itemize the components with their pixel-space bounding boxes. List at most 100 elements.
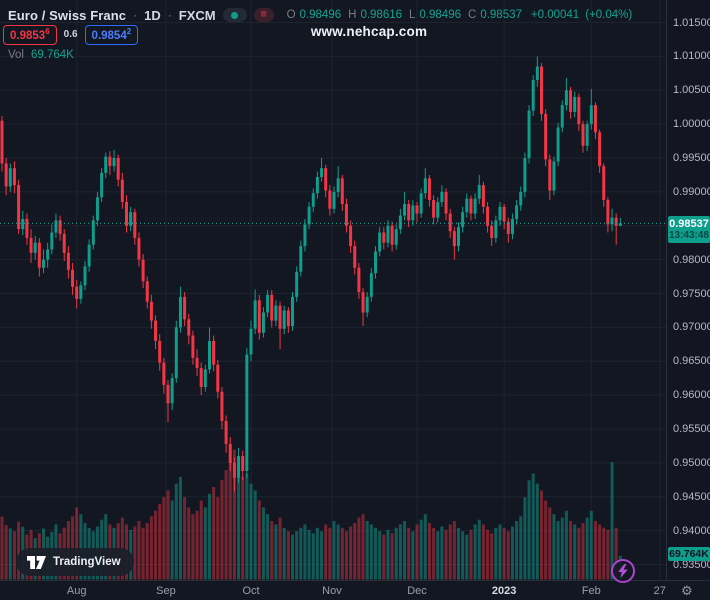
time-tick-label: Nov — [322, 585, 342, 597]
candle — [79, 281, 83, 304]
volume-bar — [0, 516, 4, 580]
candle — [37, 237, 41, 277]
candle — [228, 437, 232, 472]
volume-bar — [286, 531, 290, 580]
volume-bar — [278, 517, 282, 580]
current-price-value: 0.98537 — [669, 218, 709, 231]
volume-bar — [486, 529, 490, 580]
candle — [187, 313, 191, 345]
candle — [212, 335, 216, 372]
volume-bar — [427, 523, 431, 580]
candle — [382, 227, 386, 250]
volume-bar — [307, 529, 311, 580]
candle — [158, 334, 162, 371]
time-tick-label: Aug — [66, 585, 87, 597]
candle — [95, 191, 99, 226]
candle — [386, 220, 390, 248]
volume-bar — [328, 527, 332, 580]
time-tick-label: Feb — [581, 585, 601, 597]
candle — [295, 266, 299, 302]
volume-bar — [353, 523, 357, 580]
volume-bar — [502, 527, 506, 580]
volume-bar — [585, 517, 589, 580]
candle — [195, 349, 199, 377]
candle — [610, 208, 614, 232]
volume-bar — [598, 524, 602, 580]
candle — [515, 200, 519, 225]
boost-lightning-button[interactable] — [611, 559, 635, 583]
volume-bar — [473, 524, 477, 580]
exchange-label[interactable]: FXCM — [178, 7, 216, 23]
volume-legend[interactable]: Vol 69.764K — [8, 49, 74, 61]
watermark-link[interactable]: www.nehcap.com — [310, 24, 428, 39]
symbol-title[interactable]: Euro / Swiss Franc — [8, 7, 127, 23]
candle — [58, 215, 62, 241]
lightning-bolt-icon — [618, 564, 628, 578]
bid-price-button[interactable]: 0.98536 — [3, 25, 57, 45]
candle — [71, 263, 75, 295]
price-tick-label: 0.99000 — [673, 185, 710, 198]
current-price-badge: 0.98537 13:43:48 — [668, 216, 710, 244]
time-tick-label: Oct — [242, 585, 260, 597]
volume-bar — [253, 490, 257, 580]
candle — [457, 222, 460, 252]
candle — [585, 120, 589, 152]
settings-gear-icon[interactable]: ⚙ — [681, 583, 693, 598]
volume-bar — [361, 514, 365, 580]
volume-bar — [440, 526, 444, 580]
candle — [340, 174, 344, 211]
candle — [324, 164, 328, 198]
candle — [253, 289, 257, 335]
candle — [8, 163, 12, 192]
ask-price-button[interactable]: 0.98542 — [84, 25, 139, 45]
volume-bar — [79, 514, 83, 580]
volume-bar — [17, 521, 21, 580]
candle — [29, 229, 33, 264]
volume-bar — [137, 521, 141, 580]
candle — [170, 373, 174, 411]
volume-bar — [191, 514, 195, 580]
candle — [266, 290, 270, 318]
candle — [440, 185, 444, 207]
candle — [490, 220, 494, 247]
tradingview-logo[interactable]: TradingView — [16, 548, 134, 576]
candle — [75, 279, 79, 309]
volume-bar — [560, 517, 564, 580]
volume-pane — [0, 449, 622, 580]
candle — [560, 100, 564, 133]
volume-bar — [540, 490, 543, 580]
price-tick-label: 0.96500 — [673, 355, 710, 368]
candle — [141, 254, 145, 289]
market-status-pill[interactable] — [222, 8, 247, 22]
ohlc-readout: O 0.98496 H 0.98616 L 0.98496 C 0.98537 +0.0… — [287, 9, 633, 21]
candle — [444, 188, 448, 221]
volume-bar — [245, 473, 249, 580]
volume-bar — [527, 480, 531, 580]
volume-bar — [195, 510, 199, 580]
candle — [602, 163, 606, 207]
candle — [46, 242, 50, 268]
candle — [0, 115, 4, 172]
candle — [618, 217, 622, 227]
volume-bar — [398, 524, 402, 580]
candle — [465, 193, 469, 218]
volume-bar — [519, 516, 523, 580]
interval-button[interactable]: 1D — [144, 7, 161, 23]
candle — [116, 154, 120, 187]
price-tick-label: 0.94500 — [673, 490, 710, 503]
candle — [357, 263, 361, 299]
price-axis[interactable]: 0.98537 13:43:48 69.764K 1.01500 1.01000 1… — [666, 0, 710, 580]
market-notice-pill[interactable]: ≡ — [253, 8, 274, 22]
volume-bar — [602, 527, 606, 580]
candle — [274, 300, 278, 327]
volume-value: 69.764K — [31, 49, 74, 61]
candle — [606, 197, 610, 233]
candle — [154, 315, 158, 350]
candle — [494, 215, 498, 243]
time-axis[interactable]: ⚙ Aug Sep Oct Nov Dec 2023 Feb 27 — [0, 580, 710, 600]
candle — [315, 171, 319, 199]
volume-bar — [4, 525, 8, 580]
price-tick-label: 0.97000 — [673, 321, 710, 334]
